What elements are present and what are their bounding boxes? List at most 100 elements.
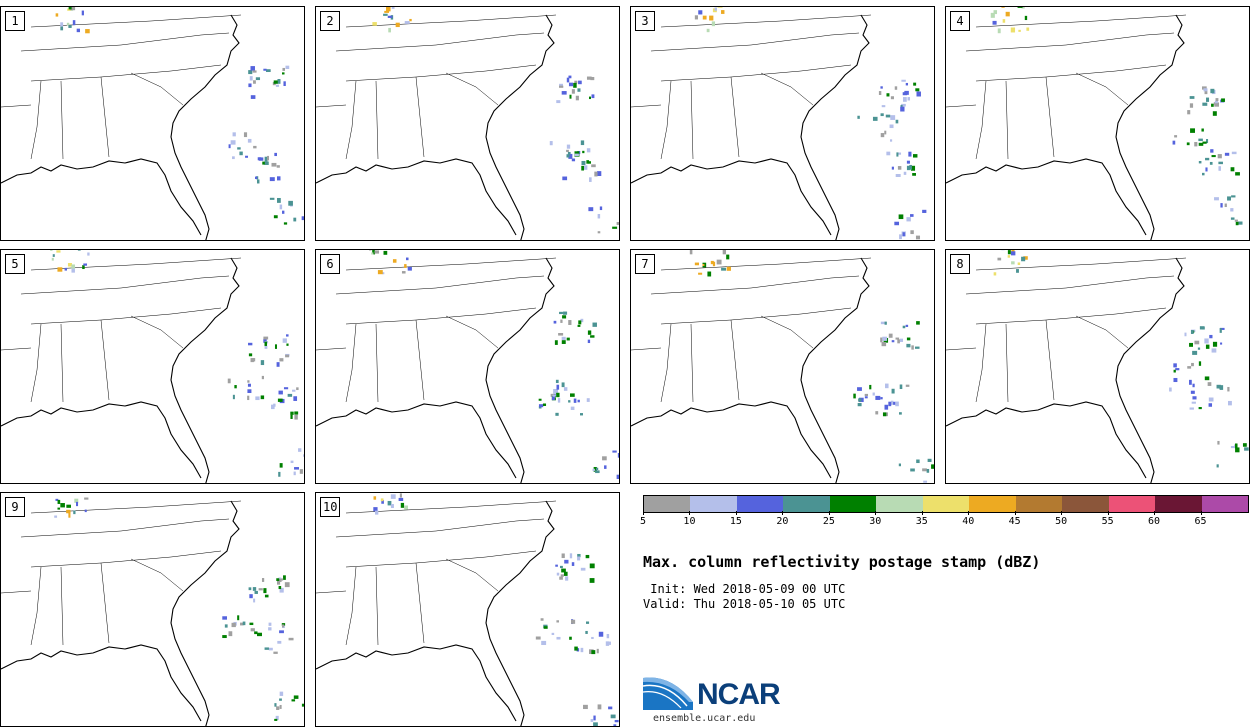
reflectivity-cell — [268, 647, 273, 651]
state-border — [1045, 319, 1055, 401]
reflectivity-cell — [1234, 219, 1238, 222]
reflectivity-cell — [74, 498, 79, 503]
reflectivity-cell — [1198, 142, 1204, 146]
reflectivity-cell — [1198, 361, 1202, 366]
reflectivity-cell — [255, 396, 260, 401]
reflectivity-cell — [1207, 382, 1212, 386]
reflectivity-cell — [1214, 100, 1218, 104]
reflectivity-cell — [231, 622, 236, 628]
reflectivity-cell — [906, 343, 911, 348]
reflectivity-cell — [556, 392, 560, 398]
reflectivity-cell — [1184, 332, 1187, 337]
state-border — [1075, 72, 1129, 106]
state-border — [760, 72, 814, 106]
colorbar-swatch — [736, 496, 784, 512]
reflectivity-cell — [283, 575, 286, 580]
reflectivity-cell — [1018, 29, 1021, 32]
reflectivity-cell — [1224, 152, 1230, 156]
reflectivity-cell — [891, 400, 894, 405]
reflectivity-cell — [906, 165, 910, 171]
reflectivity-cell — [542, 403, 547, 406]
reflectivity-cell — [1201, 326, 1205, 330]
reflectivity-cell — [1198, 138, 1203, 142]
state-border — [1075, 315, 1129, 349]
reflectivity-cell — [222, 616, 227, 620]
reflectivity-cell — [404, 21, 410, 24]
reflectivity-cell — [1204, 89, 1208, 95]
reflectivity-cell — [276, 578, 280, 582]
reflectivity-cell — [563, 387, 568, 391]
reflectivity-cell — [1189, 342, 1193, 347]
reflectivity-cell — [64, 267, 67, 271]
reflectivity-cell — [286, 334, 289, 337]
reflectivity-cell — [552, 394, 556, 398]
reflectivity-cell — [694, 262, 699, 266]
state-border — [445, 72, 499, 106]
state-border — [30, 80, 42, 160]
reflectivity-cell — [549, 141, 553, 146]
reflectivity-cell — [279, 587, 284, 593]
reflectivity-cell — [610, 714, 616, 719]
reflectivity-cell — [538, 406, 542, 409]
reflectivity-cell — [1220, 342, 1223, 345]
reflectivity-cell — [1206, 97, 1210, 102]
reflectivity-cell — [589, 578, 595, 583]
reflectivity-cell — [910, 468, 915, 472]
panel-map — [316, 7, 619, 240]
state-border — [660, 64, 852, 82]
reflectivity-cell — [68, 25, 72, 28]
reflectivity-cell — [250, 628, 255, 632]
panel-map — [316, 493, 619, 726]
reflectivity-cell — [557, 398, 561, 403]
reflectivity-cell — [250, 95, 256, 99]
reflectivity-cell — [1215, 98, 1219, 102]
reflectivity-cell — [1209, 161, 1213, 165]
reflectivity-cell — [558, 333, 564, 336]
reflectivity-cell — [540, 618, 544, 621]
reflectivity-cell — [864, 393, 869, 397]
reflectivity-cell — [586, 76, 592, 80]
reflectivity-cell — [383, 13, 388, 16]
state-border — [946, 104, 977, 108]
reflectivity-cell — [380, 498, 384, 502]
reflectivity-cell — [51, 257, 54, 261]
reflectivity-cell — [1202, 141, 1207, 144]
reflectivity-cell — [1211, 103, 1214, 107]
valid-time: Valid: Thu 2018-05-10 05 UTC — [643, 597, 846, 611]
state-border — [20, 275, 230, 295]
reflectivity-cell — [264, 345, 268, 349]
reflectivity-cell — [895, 401, 899, 407]
forecast-panel: 3 — [630, 6, 935, 241]
reflectivity-cell — [71, 264, 75, 269]
reflectivity-cell — [606, 633, 610, 639]
reflectivity-cell — [927, 458, 932, 462]
reflectivity-cell — [276, 579, 281, 585]
colorbar-tick-label: 20 — [776, 516, 789, 527]
reflectivity-cell — [1189, 103, 1194, 108]
reflectivity-cell — [284, 582, 290, 588]
state-border — [345, 566, 357, 646]
reflectivity-cell — [373, 507, 378, 512]
state-border — [316, 104, 347, 108]
panel-number: 10 — [320, 497, 341, 517]
reflectivity-cell — [561, 553, 565, 559]
reflectivity-cell — [563, 311, 568, 315]
colorbar-tick-label: 15 — [729, 516, 742, 527]
panel-number: 2 — [320, 11, 340, 31]
colorbar-tick — [1107, 511, 1109, 515]
state-border — [660, 80, 672, 160]
reflectivity-cell — [390, 504, 394, 508]
reflectivity-cell — [1234, 443, 1238, 449]
reflectivity-cell — [1189, 379, 1192, 385]
reflectivity-cell — [281, 72, 285, 75]
reflectivity-cell — [709, 15, 714, 21]
state-border — [965, 275, 1175, 295]
colorbar-tick-label: 55 — [1101, 516, 1114, 527]
reflectivity-cell — [885, 383, 889, 389]
reflectivity-cell — [1198, 160, 1202, 164]
reflectivity-cell — [82, 265, 85, 270]
state-border — [30, 64, 222, 82]
reflectivity-cell — [882, 336, 888, 341]
reflectivity-cell — [916, 321, 920, 325]
reflectivity-cell — [880, 397, 883, 400]
